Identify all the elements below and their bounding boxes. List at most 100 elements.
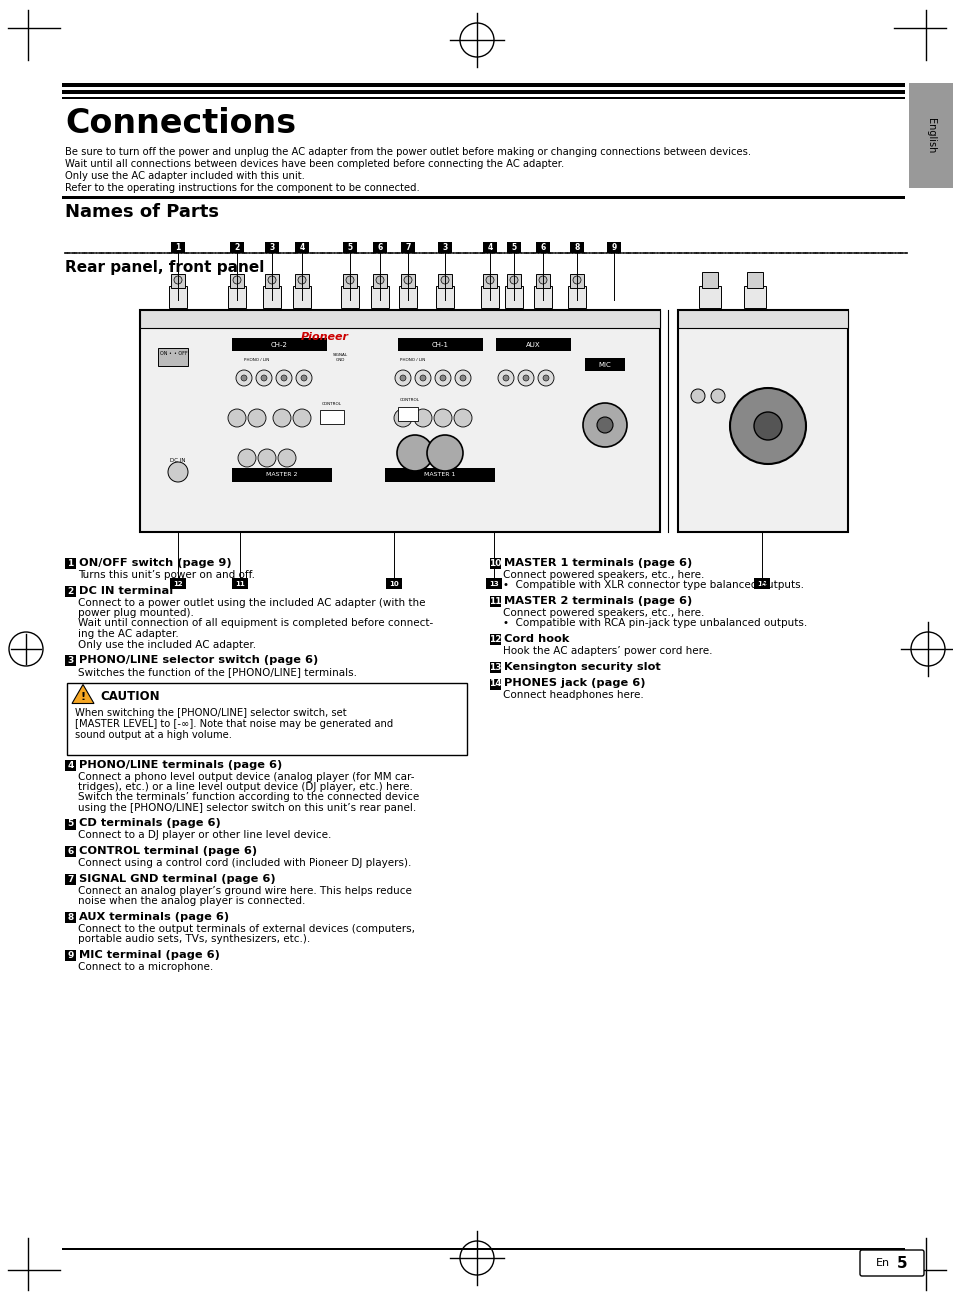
- Bar: [506, 241, 520, 253]
- Circle shape: [427, 435, 462, 471]
- Bar: [490, 662, 500, 672]
- Bar: [398, 286, 416, 308]
- Circle shape: [375, 276, 384, 284]
- Text: Cord hook: Cord hook: [503, 633, 569, 644]
- Text: 7: 7: [68, 875, 73, 884]
- Bar: [62, 1247, 904, 1250]
- Text: portable audio sets, TVs, synthesizers, etc.).: portable audio sets, TVs, synthesizers, …: [78, 935, 310, 944]
- Bar: [536, 241, 550, 253]
- Text: Connect to a power outlet using the included AC adapter (with the: Connect to a power outlet using the incl…: [78, 597, 425, 607]
- Text: Connect to the output terminals of external devices (computers,: Connect to the output terminals of exter…: [78, 923, 415, 933]
- Text: 12: 12: [489, 635, 501, 644]
- Bar: [294, 274, 309, 288]
- Circle shape: [268, 276, 275, 284]
- Bar: [753, 578, 769, 589]
- Bar: [490, 633, 500, 645]
- Bar: [485, 578, 501, 589]
- Text: AUX: AUX: [525, 341, 539, 348]
- Bar: [701, 273, 718, 288]
- Bar: [490, 596, 500, 607]
- Bar: [480, 286, 498, 308]
- Text: Names of Parts: Names of Parts: [65, 202, 219, 221]
- Bar: [158, 348, 188, 366]
- Text: 6: 6: [539, 243, 545, 252]
- Bar: [534, 286, 552, 308]
- Text: CD terminals (page 6): CD terminals (page 6): [79, 819, 220, 828]
- Circle shape: [435, 370, 451, 386]
- Text: Connect to a microphone.: Connect to a microphone.: [78, 962, 213, 971]
- Bar: [230, 274, 244, 288]
- Bar: [584, 358, 624, 371]
- Text: CH-2: CH-2: [271, 341, 287, 348]
- Text: Refer to the operating instructions for the component to be connected.: Refer to the operating instructions for …: [65, 183, 419, 193]
- Bar: [62, 97, 904, 99]
- Text: MIC terminal (page 6): MIC terminal (page 6): [79, 950, 219, 959]
- Text: ON •: ON •: [160, 350, 172, 356]
- Text: 10: 10: [489, 559, 501, 569]
- Circle shape: [439, 375, 446, 382]
- Text: PHONO/LINE terminals (page 6): PHONO/LINE terminals (page 6): [79, 759, 282, 770]
- Text: 14: 14: [757, 580, 766, 587]
- Text: Only use the included AC adapter.: Only use the included AC adapter.: [78, 640, 255, 649]
- Bar: [397, 337, 482, 350]
- Circle shape: [415, 370, 431, 386]
- Text: Connect headphones here.: Connect headphones here.: [502, 691, 643, 701]
- Text: Connect a phono level output device (analog player (for MM car-: Connect a phono level output device (ana…: [78, 771, 414, 781]
- Text: sound output at a high volume.: sound output at a high volume.: [75, 729, 232, 740]
- Text: Connect powered speakers, etc., here.: Connect powered speakers, etc., here.: [502, 607, 703, 618]
- Circle shape: [502, 375, 509, 382]
- Bar: [385, 469, 495, 482]
- Circle shape: [248, 409, 266, 427]
- Bar: [62, 196, 904, 199]
- Circle shape: [537, 370, 554, 386]
- Text: Kensington security slot: Kensington security slot: [503, 662, 660, 671]
- Text: MIC: MIC: [598, 362, 611, 369]
- Circle shape: [729, 388, 805, 463]
- Text: Hook the AC adapters’ power cord here.: Hook the AC adapters’ power cord here.: [502, 646, 712, 655]
- Text: CONTROL: CONTROL: [399, 398, 419, 402]
- Text: 3: 3: [68, 655, 73, 665]
- Text: Connect using a control cord (included with Pioneer DJ players).: Connect using a control cord (included w…: [78, 858, 411, 868]
- Text: 7: 7: [405, 243, 410, 252]
- Text: Switch the terminals’ function according to the connected device: Switch the terminals’ function according…: [78, 793, 418, 802]
- Text: power plug mounted).: power plug mounted).: [78, 607, 193, 618]
- Text: DC IN terminal: DC IN terminal: [79, 585, 173, 596]
- Circle shape: [753, 411, 781, 440]
- Text: 12: 12: [173, 580, 183, 587]
- Text: Connections: Connections: [65, 106, 295, 140]
- Text: PHONES jack (page 6): PHONES jack (page 6): [503, 679, 645, 688]
- Circle shape: [301, 375, 307, 382]
- Circle shape: [235, 370, 252, 386]
- Circle shape: [582, 402, 626, 447]
- Text: 6: 6: [68, 848, 73, 855]
- Text: •  Compatible with RCA pin-jack type unbalanced outputs.: • Compatible with RCA pin-jack type unba…: [502, 619, 806, 628]
- Circle shape: [459, 1241, 494, 1275]
- Text: 3: 3: [269, 243, 274, 252]
- Text: 1: 1: [68, 559, 73, 569]
- Bar: [746, 273, 762, 288]
- Circle shape: [454, 409, 472, 427]
- Bar: [228, 286, 246, 308]
- Circle shape: [346, 276, 354, 284]
- Circle shape: [510, 276, 517, 284]
- Bar: [169, 286, 187, 308]
- Text: CAUTION: CAUTION: [100, 689, 159, 702]
- Circle shape: [257, 449, 275, 467]
- Text: Switches the function of the [PHONO/LINE] terminals.: Switches the function of the [PHONO/LINE…: [78, 667, 356, 678]
- Circle shape: [237, 449, 255, 467]
- Text: 8: 8: [574, 243, 579, 252]
- Circle shape: [255, 370, 272, 386]
- Circle shape: [434, 409, 452, 427]
- Bar: [340, 286, 358, 308]
- Bar: [504, 286, 522, 308]
- Text: 5: 5: [511, 243, 516, 252]
- Circle shape: [455, 370, 471, 386]
- Bar: [490, 679, 500, 689]
- Text: Be sure to turn off the power and unplug the AC adapter from the power outlet be: Be sure to turn off the power and unplug…: [65, 147, 750, 157]
- Text: CH-1: CH-1: [431, 341, 448, 348]
- Circle shape: [295, 370, 312, 386]
- Text: • OFF: • OFF: [173, 350, 188, 356]
- Bar: [436, 286, 454, 308]
- Circle shape: [261, 375, 267, 382]
- Text: 13: 13: [489, 662, 501, 671]
